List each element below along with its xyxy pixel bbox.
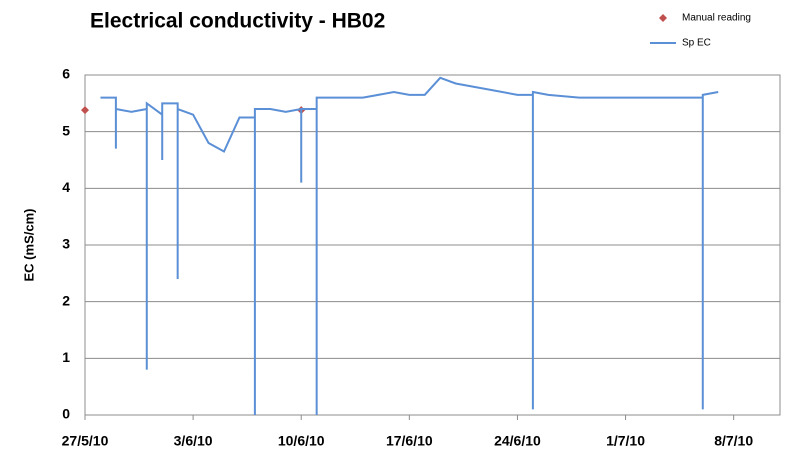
data-line bbox=[100, 76, 719, 415]
x-tick-label: 10/6/10 bbox=[278, 433, 325, 449]
x-tick-label: 27/5/10 bbox=[62, 433, 109, 449]
legend-label: Manual reading bbox=[682, 13, 751, 24]
y-tick-label: 5 bbox=[62, 122, 70, 138]
legend-swatch bbox=[659, 14, 667, 22]
y-tick-label: 0 bbox=[62, 406, 70, 422]
y-tick-label: 3 bbox=[62, 236, 70, 252]
data-point bbox=[81, 106, 89, 115]
y-axis-label: EC (mS/cm) bbox=[21, 209, 36, 282]
x-tick-label: 3/6/10 bbox=[174, 433, 213, 449]
x-tick-label: 24/6/10 bbox=[494, 433, 541, 449]
y-tick-label: 1 bbox=[62, 349, 70, 365]
x-tick-label: 8/7/10 bbox=[714, 433, 753, 449]
y-tick-label: 2 bbox=[62, 292, 70, 308]
chart-title: Electrical conductivity - HB02 bbox=[90, 10, 385, 33]
y-tick-label: 4 bbox=[62, 179, 70, 195]
x-tick-label: 17/6/10 bbox=[386, 433, 433, 449]
x-tick-label: 1/7/10 bbox=[606, 433, 645, 449]
plot-border bbox=[84, 74, 781, 416]
y-tick-label: 6 bbox=[62, 66, 70, 82]
legend-label: Sp EC bbox=[682, 38, 711, 49]
